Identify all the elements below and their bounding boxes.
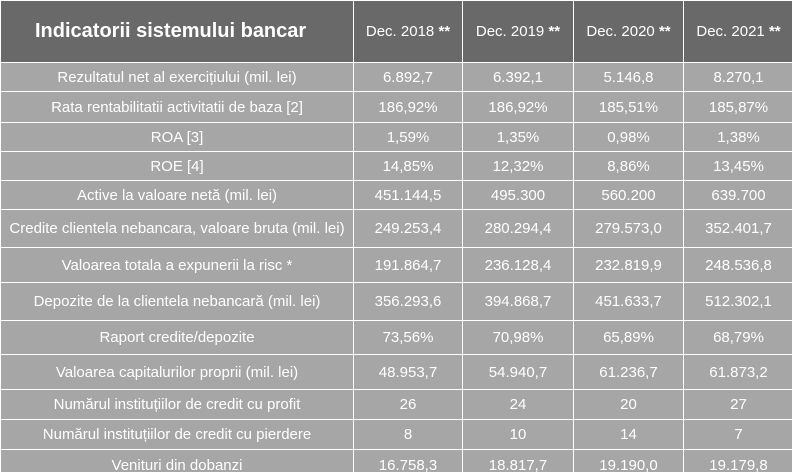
row-label: Valoarea totala a expunerii la risc * (0, 247, 354, 283)
cell-value: 73,56% (353, 320, 463, 355)
cell-value: 6.392,1 (462, 62, 574, 92)
row-label: ROA [3] (0, 122, 354, 152)
column-header-dec-2018: Dec. 2018 ** (353, 0, 463, 63)
row-label: Rezultatul net al exercițiului (mil. lei… (0, 62, 354, 92)
cell-value: 26 (353, 389, 463, 420)
cell-value: 232.819,9 (573, 247, 684, 283)
cell-value: 20 (573, 389, 684, 420)
table-row: Venituri din dobanzi 16.758,3 18.817,7 1… (0, 449, 792, 472)
row-label: Rata rentabilitatii activitatii de baza … (0, 91, 354, 123)
cell-value: 248.536,8 (683, 247, 792, 283)
cell-value: 186,92% (462, 91, 574, 123)
cell-value: 8 (353, 419, 463, 450)
cell-value: 14,85% (353, 151, 463, 181)
cell-value: 0,98% (573, 122, 684, 152)
header-row: Indicatorii sistemului bancar Dec. 2018 … (0, 0, 792, 63)
row-label: Numărul instituțiilor de credit cu pierd… (0, 419, 354, 450)
cell-value: 12,32% (462, 151, 574, 181)
cell-value: 560.200 (573, 180, 684, 210)
cell-value: 1,59% (353, 122, 463, 152)
row-label: Credite clientela nebancara, valoare bru… (0, 209, 354, 248)
cell-value: 8,86% (573, 151, 684, 181)
column-header-label: Dec. 2018 (365, 23, 435, 40)
cell-value: 639.700 (683, 180, 792, 210)
footnote-stars: ** (768, 23, 781, 40)
row-label: Raport credite/depozite (0, 320, 354, 355)
row-label: Active la valoare netă (mil. lei) (0, 180, 354, 210)
table-row: Active la valoare netă (mil. lei) 451.14… (0, 180, 792, 210)
cell-value: 19.190,0 (573, 449, 684, 472)
table-row: Numărul instituțiilor de credit cu pierd… (0, 419, 792, 450)
cell-value: 8.270,1 (683, 62, 792, 92)
cell-value: 249.253,4 (353, 209, 463, 248)
table-row: Valoarea capitalurilor proprii (mil. lei… (0, 354, 792, 390)
cell-value: 54.940,7 (462, 354, 574, 390)
cell-value: 451.633,7 (573, 282, 684, 321)
table-row: ROE [4] 14,85% 12,32% 8,86% 13,45% (0, 151, 792, 181)
cell-value: 6.892,7 (353, 62, 463, 92)
cell-value: 18.817,7 (462, 449, 574, 472)
table-row: Numărul instituțiilor de credit cu profi… (0, 389, 792, 420)
cell-value: 356.293,6 (353, 282, 463, 321)
footnote-stars: ** (658, 23, 671, 40)
footnote-stars: ** (548, 23, 561, 40)
row-label: Venituri din dobanzi (0, 449, 354, 472)
column-header-label: Dec. 2019 (475, 23, 545, 40)
column-header-label: Dec. 2021 (696, 23, 765, 40)
cell-value: 10 (462, 419, 574, 450)
cell-value: 185,87% (683, 91, 792, 123)
cell-value: 279.573,0 (573, 209, 684, 248)
cell-value: 185,51% (573, 91, 684, 123)
cell-value: 65,89% (573, 320, 684, 355)
table-row: Depozite de la clientela nebancară (mil.… (0, 282, 792, 321)
cell-value: 61.873,2 (683, 354, 792, 390)
cell-value: 19.179,8 (683, 449, 792, 472)
cell-value: 512.302,1 (683, 282, 792, 321)
table-title: Indicatorii sistemului bancar (0, 0, 354, 63)
cell-value: 451.144,5 (353, 180, 463, 210)
table-row: Rata rentabilitatii activitatii de baza … (0, 91, 792, 123)
table-row: Raport credite/depozite 73,56% 70,98% 65… (0, 320, 792, 355)
cell-value: 48.953,7 (353, 354, 463, 390)
cell-value: 352.401,7 (683, 209, 792, 248)
row-label: ROE [4] (0, 151, 354, 181)
cell-value: 27 (683, 389, 792, 420)
cell-value: 24 (462, 389, 574, 420)
cell-value: 495.300 (462, 180, 574, 210)
table-row: Valoarea totala a expunerii la risc * 19… (0, 247, 792, 283)
table-row: Rezultatul net al exercițiului (mil. lei… (0, 62, 792, 92)
row-label: Valoarea capitalurilor proprii (mil. lei… (0, 354, 354, 390)
row-label: Depozite de la clientela nebancară (mil.… (0, 282, 354, 321)
cell-value: 1,38% (683, 122, 792, 152)
cell-value: 5.146,8 (573, 62, 684, 92)
table-row: ROA [3] 1,59% 1,35% 0,98% 1,38% (0, 122, 792, 152)
cell-value: 70,98% (462, 320, 574, 355)
column-header-dec-2020: Dec. 2020 ** (573, 0, 684, 63)
column-header-label: Dec. 2020 (586, 23, 655, 40)
column-header-dec-2019: Dec. 2019 ** (462, 0, 574, 63)
cell-value: 7 (683, 419, 792, 450)
table-row: Credite clientela nebancara, valoare bru… (0, 209, 792, 248)
cell-value: 280.294,4 (462, 209, 574, 248)
cell-value: 68,79% (683, 320, 792, 355)
cell-value: 1,35% (462, 122, 574, 152)
cell-value: 186,92% (353, 91, 463, 123)
row-label: Numărul instituțiilor de credit cu profi… (0, 389, 354, 420)
cell-value: 61.236,7 (573, 354, 684, 390)
cell-value: 394.868,7 (462, 282, 574, 321)
cell-value: 14 (573, 419, 684, 450)
cell-value: 191.864,7 (353, 247, 463, 283)
column-header-dec-2021: Dec. 2021 ** (683, 0, 792, 63)
footnote-stars: ** (438, 23, 451, 40)
cell-value: 13,45% (683, 151, 792, 181)
cell-value: 236.128,4 (462, 247, 574, 283)
cell-value: 16.758,3 (353, 449, 463, 472)
